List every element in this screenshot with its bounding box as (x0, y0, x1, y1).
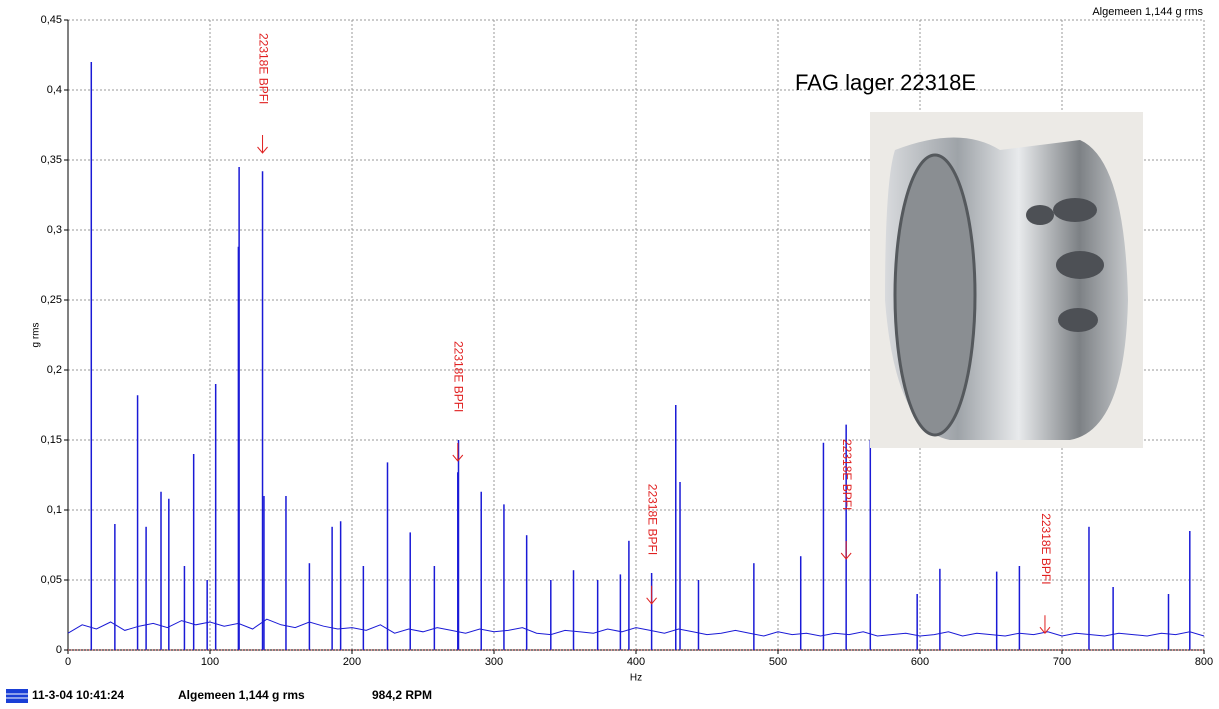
annotation-label: 22318E BPFI (645, 484, 659, 555)
x-tick-label: 100 (201, 656, 219, 668)
y-axis-label: g rms (31, 323, 42, 348)
y-tick-label: 0,45 (41, 14, 62, 26)
x-tick-label: 300 (485, 656, 503, 668)
y-tick-label: 0,2 (47, 364, 62, 376)
spalling (1026, 198, 1104, 332)
y-tick-label: 0 (56, 644, 62, 656)
annotation-label: 22318E BPFI (256, 33, 270, 104)
annotation-arrow (452, 443, 464, 462)
annotation-arrow (840, 541, 852, 560)
photo-caption: FAG lager 22318E (795, 70, 976, 95)
y-tick-label: 0,1 (47, 504, 62, 516)
y-tick-label: 0,3 (47, 224, 62, 236)
status-time: 11-3-04 10:41:24 (32, 688, 124, 702)
x-tick-label: 0 (65, 656, 71, 668)
x-tick-label: 500 (769, 656, 787, 668)
y-tick-label: 0,15 (41, 434, 62, 446)
y-tick-label: 0,25 (41, 294, 62, 306)
annotation-label: 22318E BPFI (1039, 513, 1053, 584)
annotation-arrow (646, 585, 658, 605)
y-tick-label: 0,35 (41, 154, 62, 166)
x-tick-label: 600 (911, 656, 929, 668)
annotation-arrow (1039, 615, 1051, 634)
bearing-bore (893, 153, 977, 437)
x-tick-label: 200 (343, 656, 361, 668)
spectrum-line (67, 618, 1205, 637)
x-tick-label: 400 (627, 656, 645, 668)
annotation-arrow (257, 135, 268, 154)
status-bar (0, 684, 1219, 709)
y-tick-label: 0,05 (41, 574, 62, 586)
annotation-label: 22318E BPFI (452, 341, 466, 412)
y-tick-label: 0,4 (47, 84, 62, 96)
overall-label: Algemeen 1,144 g rms (1092, 6, 1203, 18)
x-axis-label: Hz (630, 673, 642, 684)
status-icon (6, 689, 28, 703)
x-tick-label: 700 (1053, 656, 1071, 668)
status-overall: Algemeen 1,144 g rms (178, 688, 305, 702)
status-speed: 984,2 RPM (372, 688, 432, 702)
annotation-label: 22318E BPFI (840, 439, 854, 510)
x-tick-label: 800 (1195, 656, 1213, 668)
